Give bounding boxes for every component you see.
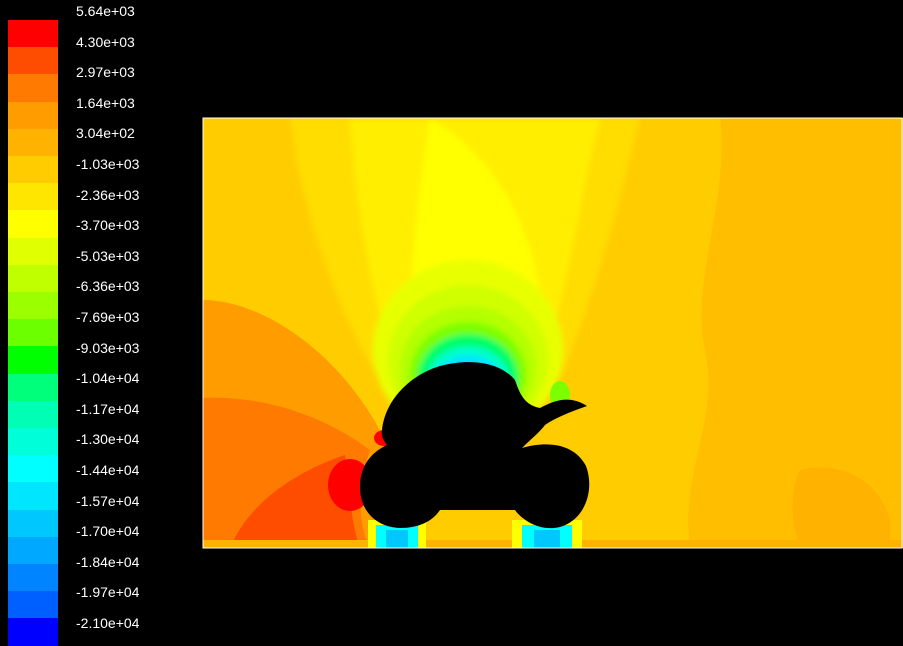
motorcycle-body	[360, 362, 590, 529]
colorbar-label: -9.03e+03	[76, 339, 140, 356]
contour-field	[203, 118, 903, 548]
colorbar-swatch	[8, 210, 58, 239]
colorbar-label: -5.03e+03	[76, 247, 140, 264]
colorbar-label: 2.97e+03	[76, 64, 135, 81]
colorbar-swatch	[8, 264, 58, 293]
colorbar-swatch	[8, 346, 58, 375]
colorbar-label: 3.04e+02	[76, 125, 135, 142]
colorbar-label: -1.30e+04	[76, 431, 140, 448]
colorbar-label: -7.69e+03	[76, 309, 140, 325]
colorbar-swatch	[8, 455, 58, 484]
colorbar-swatch	[8, 373, 58, 402]
colorbar-label: -2.36e+03	[76, 186, 140, 203]
colorbar-swatch	[8, 128, 58, 157]
colorbar-swatch	[8, 47, 58, 76]
colorbar-label: -1.70e+04	[76, 523, 140, 540]
colorbar-swatch	[8, 591, 58, 620]
colorbar-label: -1.04e+04	[76, 370, 140, 387]
field-region-stagnation	[230, 455, 360, 548]
colorbar-swatch	[8, 319, 58, 348]
domain-border	[202, 117, 903, 549]
colorbar-swatch	[8, 20, 58, 48]
colorbar-swatch	[8, 536, 58, 565]
colorbar: 5.64e+03 4.30e+03 2.97e+03 1.64e+03 3.04e+02…	[0, 0, 200, 646]
colorbar-swatch	[8, 400, 58, 429]
colorbar-label: -3.70e+03	[76, 217, 140, 234]
colorbar-swatch	[8, 428, 58, 456]
wheel-contact-bands	[368, 520, 582, 548]
colorbar-swatch	[8, 156, 58, 184]
colorbar-label: 5.64e+03	[76, 3, 135, 19]
colorbar-swatch	[8, 482, 58, 511]
colorbar-swatch	[8, 101, 58, 130]
colorbar-label: -1.44e+04	[76, 462, 140, 478]
colorbar-label: -1.17e+04	[76, 400, 140, 417]
colorbar-label: -6.36e+03	[76, 278, 140, 295]
colorbar-swatch	[8, 237, 58, 266]
stagnation-spot-front	[328, 459, 372, 511]
colorbar-swatch	[8, 564, 58, 592]
colorbar-label: 4.30e+03	[76, 33, 135, 50]
field-region-right	[688, 118, 903, 548]
field-region-wake	[792, 467, 890, 548]
colorbar-swatch	[8, 292, 58, 320]
colorbar-label: -2.10e+04	[76, 615, 140, 631]
colorbar-swatch	[8, 509, 58, 538]
colorbar-label: -1.97e+04	[76, 584, 140, 601]
colorbar-label: 1.64e+03	[76, 94, 135, 111]
colorbar-swatch	[8, 183, 58, 212]
colorbar-label: -1.03e+03	[76, 156, 140, 172]
colorbar-label: -1.57e+04	[76, 492, 140, 509]
colorbar-label: -1.84e+04	[76, 553, 140, 570]
colorbar-swatch	[8, 74, 58, 103]
